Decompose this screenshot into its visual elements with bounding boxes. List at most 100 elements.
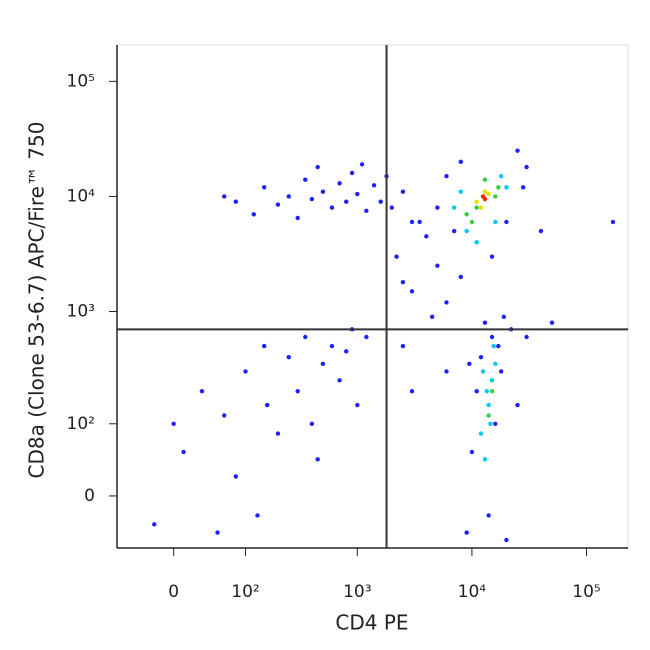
point — [474, 205, 479, 210]
point — [265, 402, 270, 408]
x-tick-label: 0 — [168, 582, 179, 602]
point — [549, 320, 555, 325]
point — [469, 449, 475, 455]
point — [429, 314, 435, 319]
point — [261, 343, 267, 349]
point — [320, 361, 326, 366]
point — [286, 194, 291, 199]
point — [478, 205, 484, 210]
point — [309, 196, 315, 202]
y-tick-label: 10⁴ — [67, 186, 96, 206]
point — [491, 343, 496, 349]
point — [364, 208, 369, 214]
point — [303, 177, 308, 182]
point — [444, 369, 449, 374]
point — [355, 402, 360, 408]
y-tick-label: 10⁵ — [67, 71, 95, 91]
point — [371, 183, 377, 188]
point — [458, 189, 464, 194]
point — [524, 164, 529, 170]
point — [400, 279, 406, 285]
point — [610, 219, 616, 225]
point — [222, 194, 227, 199]
point — [355, 191, 360, 197]
point — [344, 349, 349, 354]
x-tick-label: 10⁴ — [458, 582, 487, 602]
point — [504, 537, 509, 543]
point — [458, 159, 464, 165]
point — [486, 513, 491, 518]
point — [493, 421, 498, 426]
point — [337, 378, 342, 383]
point — [329, 205, 335, 210]
point — [378, 199, 383, 204]
point — [275, 202, 281, 207]
point — [409, 219, 415, 225]
point — [344, 199, 349, 204]
point — [444, 173, 449, 179]
point — [222, 413, 227, 418]
point — [482, 189, 488, 194]
point — [489, 254, 495, 259]
point — [504, 219, 509, 225]
point — [181, 449, 186, 455]
y-axis-label: CD8a (Clone 53-6.7) APC/Fire™ 750 — [25, 122, 49, 479]
point — [478, 431, 484, 436]
point — [464, 530, 469, 535]
point — [400, 189, 406, 194]
point — [524, 334, 529, 340]
point — [451, 228, 457, 234]
point — [538, 228, 544, 234]
point — [489, 378, 495, 383]
point — [233, 474, 239, 479]
point — [464, 212, 469, 217]
point — [337, 181, 342, 186]
point — [451, 205, 457, 210]
point — [199, 389, 205, 394]
point — [435, 263, 440, 268]
point — [474, 240, 479, 245]
y-tick-label: 0 — [84, 486, 95, 506]
point — [417, 219, 422, 225]
point — [359, 162, 365, 167]
y-tick-label: 10² — [67, 414, 95, 434]
point — [515, 402, 520, 408]
point — [320, 189, 326, 194]
point — [171, 421, 176, 426]
point — [409, 289, 415, 294]
point — [486, 413, 491, 418]
point — [498, 173, 504, 179]
point — [493, 194, 498, 199]
point — [482, 457, 488, 462]
point — [400, 343, 406, 349]
point — [424, 234, 429, 239]
point — [329, 343, 335, 349]
point — [233, 199, 239, 204]
point — [504, 185, 509, 190]
point — [444, 300, 449, 305]
point — [409, 389, 415, 394]
point — [303, 334, 308, 340]
point — [520, 185, 526, 190]
x-tick-label: 10³ — [343, 582, 371, 602]
point — [349, 170, 355, 176]
point — [486, 191, 491, 197]
point — [286, 354, 291, 360]
point — [498, 369, 504, 374]
point — [515, 148, 520, 153]
point — [309, 421, 315, 426]
point — [493, 219, 498, 225]
point — [364, 334, 369, 340]
point — [275, 431, 281, 436]
point — [215, 530, 220, 535]
point — [251, 212, 256, 217]
point — [496, 343, 501, 349]
y-tick-label: 10³ — [67, 302, 95, 322]
point — [482, 320, 488, 325]
point — [458, 274, 464, 280]
point — [464, 228, 469, 234]
plot-frame — [116, 44, 629, 549]
point — [315, 457, 320, 462]
point — [493, 361, 498, 366]
